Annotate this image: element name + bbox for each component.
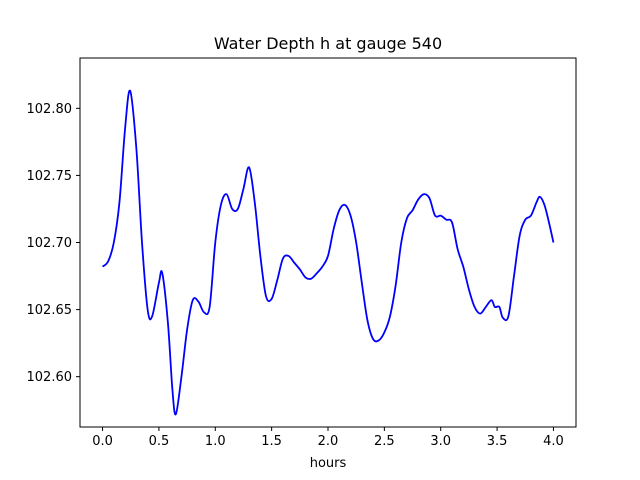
y-tick-label: 102.80: [27, 102, 73, 117]
x-tick-label: 0.0: [92, 434, 113, 449]
y-axis-ticks: 102.60 102.65 102.70 102.75 102.80: [27, 102, 80, 385]
x-axis-label: hours: [310, 456, 347, 471]
x-tick-label: 2.5: [374, 434, 395, 449]
x-tick-label: 1.5: [261, 434, 282, 449]
x-tick-label: 0.5: [149, 434, 170, 449]
axes-frame: [79, 57, 577, 428]
x-tick-label: 4.0: [543, 434, 564, 449]
water-depth-line: [101, 89, 555, 416]
chart-title: Water Depth h at gauge 540: [214, 34, 442, 53]
x-tick-label: 3.5: [487, 434, 508, 449]
x-axis-ticks: 0.0 0.5 1.0 1.5 2.0 2.5 3.0 3.5 4.0: [92, 427, 564, 449]
x-tick-label: 2.0: [318, 434, 339, 449]
y-tick-label: 102.70: [27, 236, 73, 251]
y-tick-label: 102.65: [27, 303, 73, 318]
y-tick-label: 102.60: [27, 370, 73, 385]
x-tick-label: 1.0: [205, 434, 226, 449]
x-tick-label: 3.0: [430, 434, 451, 449]
y-tick-label: 102.75: [27, 169, 73, 184]
